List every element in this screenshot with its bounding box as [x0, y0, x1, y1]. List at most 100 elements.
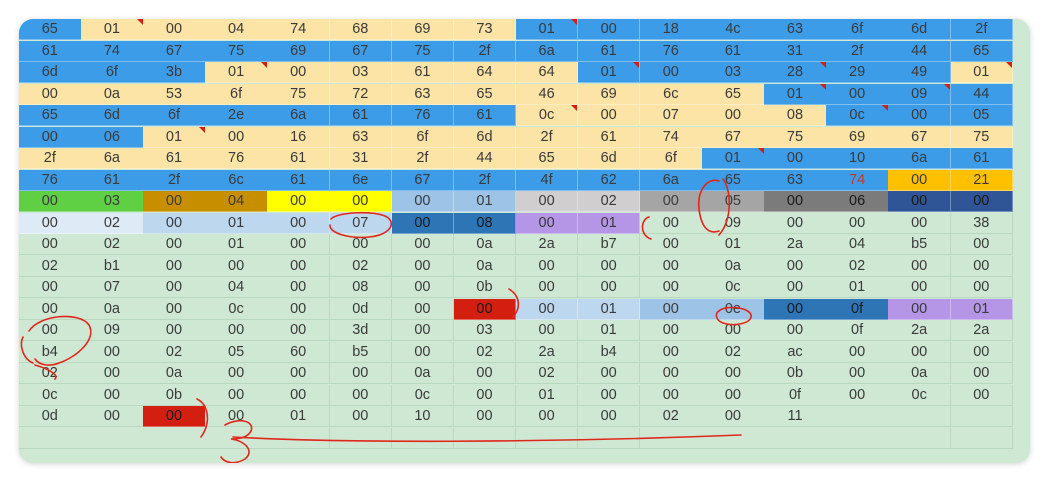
hex-cell[interactable]: 0a [143, 363, 206, 384]
hex-cell[interactable]: 02 [81, 212, 144, 234]
hex-cell[interactable]: 01 [577, 62, 641, 83]
hex-cell[interactable]: 31 [764, 40, 827, 62]
hex-cell[interactable]: 6f [81, 62, 144, 83]
hex-cell[interactable]: 03 [329, 62, 393, 83]
hex-cell[interactable]: 01 [267, 406, 330, 427]
hex-cell[interactable]: 01 [950, 298, 1014, 320]
hex-cell[interactable]: 65 [19, 19, 82, 40]
hex-cell[interactable]: 00 [143, 212, 206, 234]
hex-cell[interactable]: 74 [81, 40, 144, 62]
hex-cell[interactable]: 00 [267, 298, 330, 320]
hex-cell[interactable] [826, 427, 889, 449]
hex-cell[interactable]: 00 [391, 191, 455, 212]
hex-cell[interactable]: 00 [888, 191, 951, 212]
hex-cell[interactable]: 61 [267, 169, 330, 191]
hex-cell[interactable]: 00 [453, 384, 517, 406]
hex-cell[interactable]: 00 [329, 363, 393, 384]
hex-cell[interactable]: 0a [81, 298, 144, 320]
hex-cell[interactable]: 00 [826, 212, 889, 234]
hex-cell[interactable]: 00 [640, 255, 703, 277]
hex-cell[interactable]: 6f [826, 19, 889, 40]
hex-cell[interactable]: 00 [205, 384, 268, 406]
hex-cell[interactable]: b5 [888, 234, 951, 255]
hex-cell[interactable] [453, 427, 517, 449]
hex-cell[interactable]: 00 [391, 320, 455, 341]
hex-cell[interactable]: 00 [764, 191, 827, 212]
hex-cell[interactable] [143, 427, 206, 449]
hex-cell[interactable]: 00 [143, 191, 206, 212]
hex-cell[interactable]: 63 [764, 19, 827, 40]
hex-cell[interactable]: 08 [453, 212, 517, 234]
hex-cell[interactable]: 61 [81, 169, 144, 191]
hex-cell[interactable]: 69 [826, 126, 889, 148]
hex-cell[interactable]: 00 [329, 234, 393, 255]
hex-cell[interactable]: 00 [577, 406, 641, 427]
hex-cell[interactable]: 00 [267, 320, 330, 341]
hex-cell[interactable] [888, 406, 951, 427]
hex-cell[interactable]: 01 [81, 19, 144, 40]
hex-cell[interactable] [826, 406, 889, 427]
hex-cell[interactable]: 00 [577, 19, 641, 40]
hex-cell[interactable]: 04 [205, 191, 268, 212]
hex-cell[interactable]: 01 [764, 83, 827, 105]
hex-cell[interactable]: 08 [764, 105, 827, 126]
hex-cell[interactable]: 02 [143, 341, 206, 363]
hex-cell[interactable]: 76 [391, 105, 455, 126]
hex-cell[interactable]: 01 [205, 62, 268, 83]
hex-cell[interactable]: 2a [764, 234, 827, 255]
hex-cell[interactable]: 00 [515, 191, 579, 212]
hex-cell[interactable]: 00 [950, 384, 1014, 406]
hex-cell[interactable]: 00 [81, 384, 144, 406]
hex-cell[interactable]: 01 [702, 148, 765, 169]
hex-cell[interactable]: 07 [81, 277, 144, 298]
hex-cell[interactable]: 00 [143, 298, 206, 320]
hex-cell[interactable]: 00 [81, 341, 144, 363]
hex-cell[interactable]: 02 [515, 363, 579, 384]
hex-cell[interactable]: 6a [888, 148, 951, 169]
hex-cell[interactable]: 00 [391, 277, 455, 298]
hex-cell[interactable]: 61 [391, 62, 455, 83]
hex-cell[interactable]: 0c [888, 384, 951, 406]
hex-cell[interactable]: 01 [205, 212, 268, 234]
hex-cell[interactable]: 00 [267, 62, 330, 83]
hex-cell[interactable]: 00 [19, 126, 82, 148]
hex-cell[interactable]: 38 [950, 212, 1014, 234]
hex-cell[interactable]: 0a [81, 83, 144, 105]
hex-cell[interactable]: 06 [826, 191, 889, 212]
hex-cell[interactable]: 2f [950, 19, 1014, 40]
hex-cell[interactable]: 07 [640, 105, 703, 126]
hex-cell[interactable]: 6d [577, 148, 641, 169]
hex-cell[interactable]: 6a [640, 169, 703, 191]
hex-cell[interactable]: 00 [515, 277, 579, 298]
hex-cell[interactable]: 67 [888, 126, 951, 148]
hex-cell[interactable]: 00 [764, 148, 827, 169]
hex-cell[interactable]: 01 [702, 234, 765, 255]
hex-cell[interactable]: 00 [143, 277, 206, 298]
hex-cell[interactable]: 04 [826, 234, 889, 255]
hex-cell[interactable]: b5 [329, 341, 393, 363]
hex-cell[interactable]: 74 [826, 169, 889, 191]
hex-cell[interactable] [764, 427, 827, 449]
hex-cell[interactable]: 01 [577, 212, 641, 234]
hex-cell[interactable]: b1 [81, 255, 144, 277]
hex-cell[interactable]: 61 [453, 105, 517, 126]
hex-cell[interactable]: 3d [329, 320, 393, 341]
hex-cell[interactable]: 00 [888, 105, 951, 126]
hex-cell[interactable]: 01 [453, 191, 517, 212]
hex-cell[interactable]: 6a [515, 40, 579, 62]
hex-cell[interactable]: 75 [950, 126, 1014, 148]
hex-cell[interactable]: 65 [702, 83, 765, 105]
hex-cell[interactable]: 04 [205, 19, 268, 40]
hex-cell[interactable]: 00 [888, 255, 951, 277]
hex-cell[interactable]: 00 [577, 384, 641, 406]
hex-cell[interactable]: 02 [19, 363, 82, 384]
hex-cell[interactable]: 00 [205, 363, 268, 384]
hex-cell[interactable]: 07 [329, 212, 393, 234]
hex-cell[interactable]: 00 [764, 320, 827, 341]
hex-cell[interactable]: 0c [205, 298, 268, 320]
hex-cell[interactable]: 00 [143, 234, 206, 255]
hex-cell[interactable]: 01 [205, 234, 268, 255]
hex-cell[interactable]: 00 [19, 298, 82, 320]
hex-cell[interactable]: 00 [267, 255, 330, 277]
hex-cell[interactable]: 69 [391, 19, 455, 40]
